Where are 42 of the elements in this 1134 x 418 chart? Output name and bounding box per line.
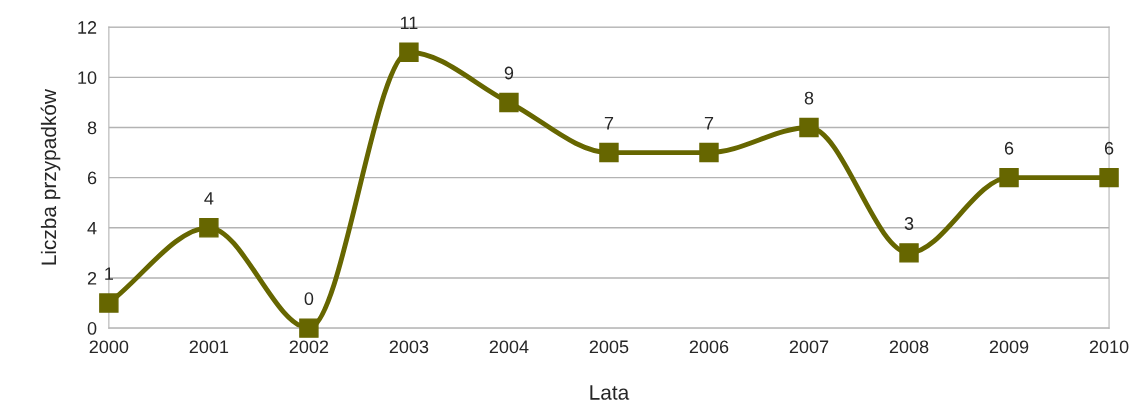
point (799, 117, 819, 138)
point (199, 218, 219, 238)
data-label: 11 (400, 16, 418, 30)
y-tick-label: 10 (78, 71, 97, 85)
x-axis-title: Lata (590, 385, 630, 400)
x-tick-label: 2010 (1089, 340, 1129, 354)
point (299, 318, 319, 338)
x-tick-label: 2000 (89, 340, 129, 354)
data-label: 7 (704, 116, 714, 130)
x-tick-label: 2008 (889, 340, 929, 354)
y-tick-label: 0 (87, 322, 97, 335)
point (1099, 167, 1119, 188)
data-label: 3 (904, 217, 914, 230)
x-tick-label: 2009 (989, 340, 1029, 354)
y-tick-label: 2 (87, 271, 97, 285)
y-tick-label: 4 (87, 221, 97, 235)
point (999, 167, 1019, 188)
x-tick-label: 2003 (389, 340, 429, 354)
data-label: 7 (604, 116, 614, 130)
point (699, 142, 719, 163)
data-label: 4 (204, 192, 214, 205)
x-tick-label: 2002 (289, 340, 329, 354)
x-tick-label: 2006 (689, 340, 729, 354)
y-tick-label: 8 (87, 121, 97, 135)
data-label: 8 (804, 91, 814, 105)
point (499, 92, 519, 113)
point (599, 142, 619, 163)
data-label: 1 (105, 267, 113, 280)
x-tick-label: 2001 (189, 340, 229, 354)
x-tick-label: 2005 (589, 340, 629, 354)
data-label: 6 (1004, 141, 1014, 155)
x-tick-label: 2007 (789, 340, 829, 354)
y-axis-title: Liczba przypadków (40, 89, 61, 265)
y-tick-label: 6 (87, 171, 97, 185)
y-tick-label: 12 (78, 21, 97, 34)
data-label: 6 (1104, 141, 1114, 155)
data-label: 0 (304, 292, 314, 306)
point (99, 293, 119, 313)
point (899, 243, 919, 263)
x-tick-label: 2004 (489, 340, 529, 354)
point (399, 42, 419, 62)
data-label: 9 (504, 66, 514, 80)
